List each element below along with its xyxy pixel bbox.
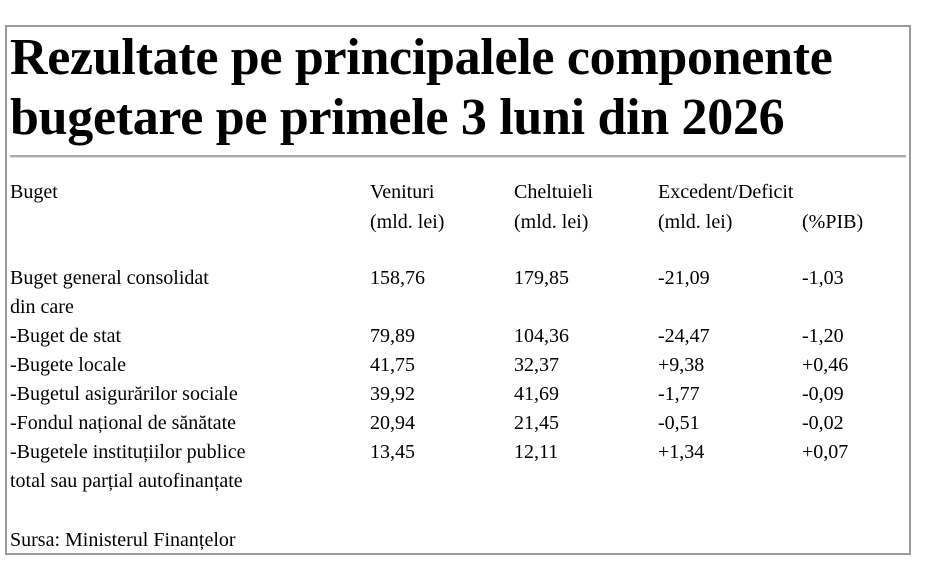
cell: 32,37 bbox=[514, 354, 559, 376]
cell: 41,69 bbox=[514, 383, 559, 405]
cell: -1,03 bbox=[802, 267, 844, 289]
row-label: din care bbox=[10, 296, 74, 318]
cell: +0,46 bbox=[802, 354, 849, 376]
cell: -24,47 bbox=[658, 325, 710, 347]
header-cell: Excedent/Deficit bbox=[658, 181, 794, 203]
header-cell: Cheltuieli bbox=[514, 181, 593, 203]
cell: 12,11 bbox=[514, 441, 559, 463]
cell: -0,51 bbox=[658, 412, 700, 434]
row-label: -Bugete locale bbox=[10, 354, 127, 376]
row-label: total sau parțial autofinanțate bbox=[10, 470, 243, 492]
cell: 158,76 bbox=[370, 267, 425, 289]
row-label: -Bugetul asigurărilor sociale bbox=[10, 383, 238, 405]
header-cell: (mld. lei) bbox=[514, 211, 589, 233]
cell: +9,38 bbox=[658, 354, 705, 376]
title-line: Rezultate pe principalele componente bbox=[10, 29, 833, 86]
header-cell: (mld. lei) bbox=[370, 211, 445, 233]
cell: 179,85 bbox=[514, 267, 569, 289]
frame bbox=[5, 25, 911, 555]
row-label: -Fondul național de sănătate bbox=[10, 412, 237, 434]
header-cell: (%PIB) bbox=[802, 211, 864, 233]
cell: 79,89 bbox=[370, 325, 415, 347]
row-label: -Buget de stat bbox=[10, 325, 122, 347]
cell: 104,36 bbox=[514, 325, 569, 347]
cell: 39,92 bbox=[370, 383, 415, 405]
cell: 13,45 bbox=[370, 441, 415, 463]
source: Sursa: Ministerul Finanțelor bbox=[10, 529, 236, 551]
cell: -1,77 bbox=[658, 383, 700, 405]
separator bbox=[10, 155, 906, 158]
cell: 41,75 bbox=[370, 354, 415, 376]
cell: 20,94 bbox=[370, 412, 415, 434]
title-line: bugetare pe primele 3 luni din 2026 bbox=[10, 89, 785, 146]
row-label: -Bugetele instituțiilor publice bbox=[10, 441, 246, 463]
cell: -0,09 bbox=[802, 383, 844, 405]
cell: -1,20 bbox=[802, 325, 844, 347]
cell: -21,09 bbox=[658, 267, 710, 289]
cell: -0,02 bbox=[802, 412, 844, 434]
row-label: Buget general consolidat bbox=[10, 267, 209, 289]
cell: +0,07 bbox=[802, 441, 849, 463]
header-cell: Venituri bbox=[370, 181, 435, 203]
header-cell: Buget bbox=[10, 181, 58, 203]
cell: 21,45 bbox=[514, 412, 559, 434]
header-cell: (mld. lei) bbox=[658, 211, 733, 233]
cell: +1,34 bbox=[658, 441, 705, 463]
